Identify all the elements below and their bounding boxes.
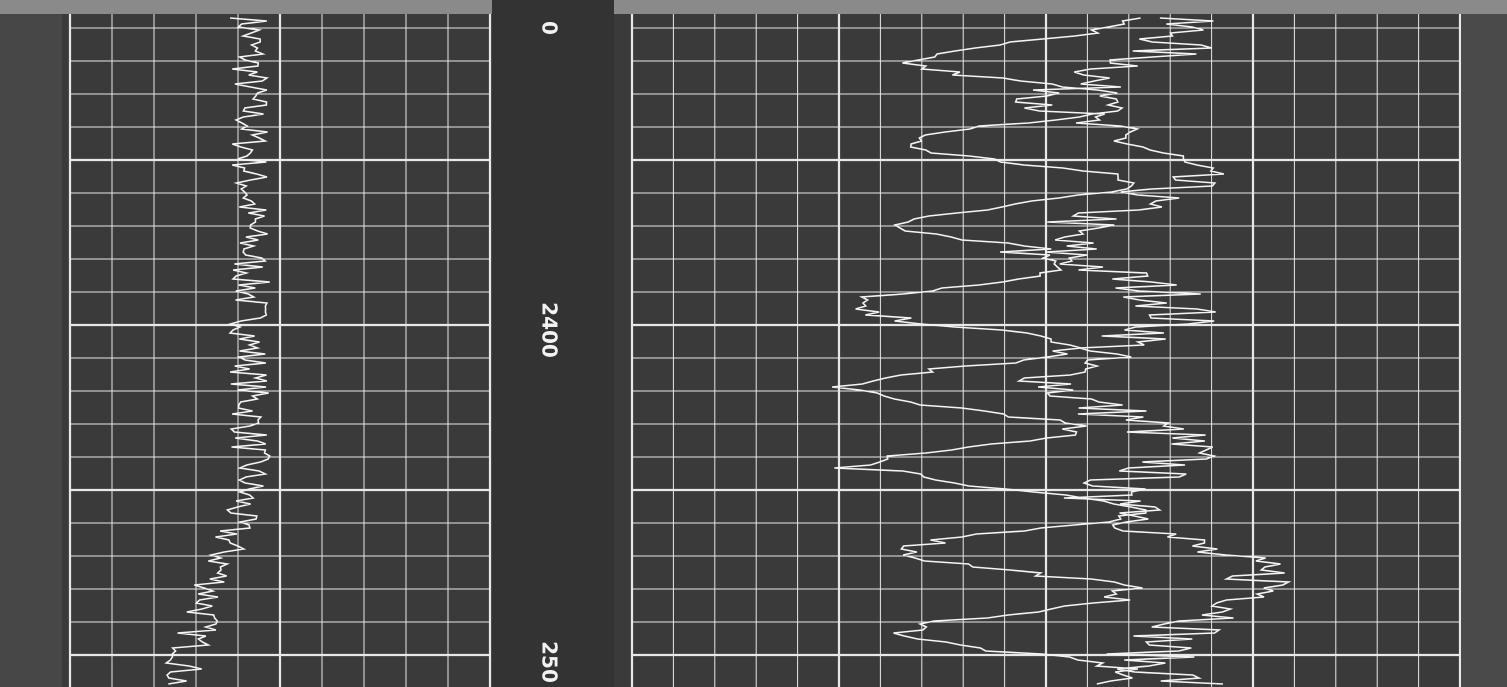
page: 0 2400 250 (() => { const data = JSON.pa… (0, 0, 1507, 687)
depth-label: 250 (538, 641, 562, 683)
depth-label: 0 (538, 21, 562, 35)
depth-label: 2400 (538, 302, 562, 358)
well-log-scan: 0 2400 250 (0, 0, 1507, 687)
right-margin (1462, 0, 1507, 687)
left-margin (0, 0, 62, 687)
top-edge (0, 0, 1507, 14)
background (0, 0, 1507, 687)
